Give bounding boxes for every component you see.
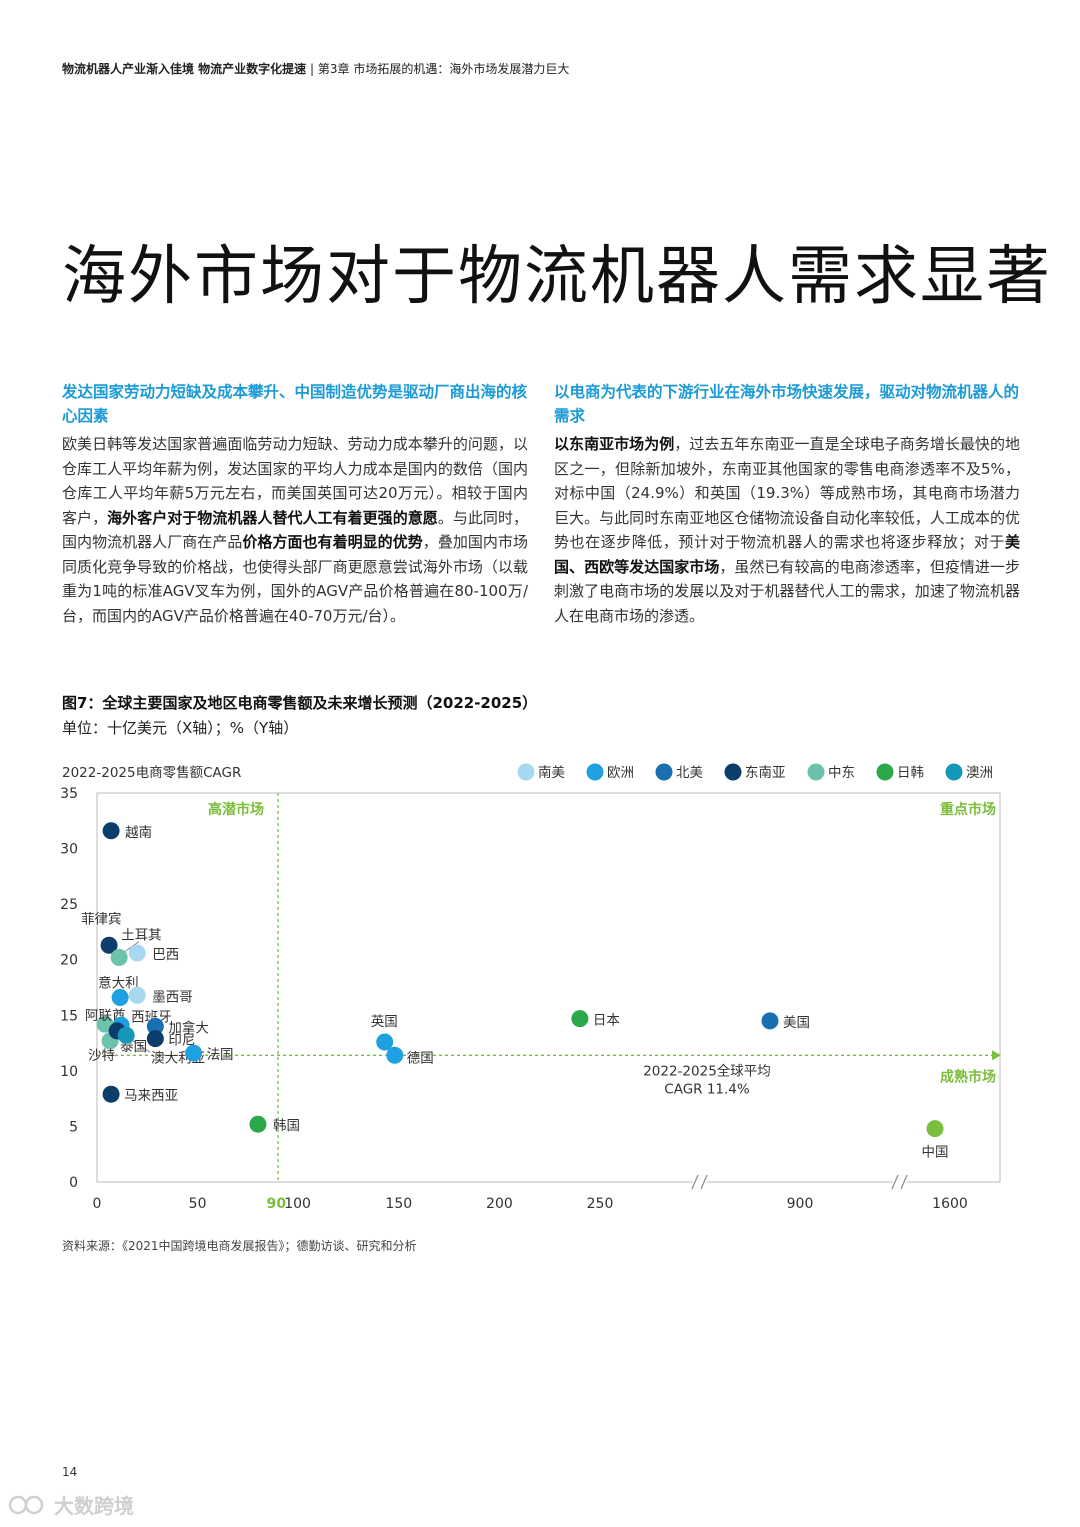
- data-point-label: 土耳其: [121, 927, 162, 943]
- data-point: [111, 989, 129, 1007]
- right-paragraph: 以东南亚市场为例，过去五年东南亚一直是全球电子商务增长最快的地区之一，但除新加坡…: [554, 435, 1020, 625]
- x-tick-label: 900: [787, 1196, 814, 1212]
- watermark: 大数跨境: [8, 1490, 134, 1519]
- running-header: 物流机器人产业渐入佳境 物流产业数字化提速 | 第3章 市场拓展的机遇：海外市场…: [62, 60, 569, 77]
- data-point-label: 意大利: [98, 975, 139, 992]
- quadrant-key: 重点市场: [940, 801, 996, 818]
- average-arrow-icon: [992, 1050, 1001, 1061]
- right-column: 以电商为代表的下游行业在海外市场快速发展，驱动对物流机器人的需求 以东南亚市场为…: [554, 380, 1020, 628]
- legend-marker-2: [655, 763, 673, 781]
- data-point-label: 中国: [922, 1145, 949, 1161]
- data-point: [249, 1115, 267, 1133]
- chapter-title: 第3章 市场拓展的机遇：海外市场发展潜力巨大: [317, 62, 570, 76]
- legend-label-5: 日韩: [897, 765, 924, 781]
- axis-break-mark-1: [891, 1174, 899, 1190]
- data-point-label: 韩国: [273, 1118, 300, 1134]
- y-tick-label: 35: [60, 786, 78, 802]
- y-tick-label: 5: [69, 1119, 78, 1135]
- data-point-label: 菲律宾: [81, 911, 122, 927]
- figure-title: 图7：全球主要国家及地区电商零售额及未来增长预测（2022-2025）: [62, 694, 538, 712]
- quadrant-high-potential: 高潜市场: [208, 801, 264, 818]
- data-point: [146, 1017, 164, 1035]
- data-point: [102, 1085, 120, 1103]
- data-point-label: 巴西: [152, 947, 179, 963]
- data-point-label: 法国: [207, 1047, 234, 1063]
- left-paragraph: 欧美日韩等发达国家普遍面临劳动力短缺、劳动力成本攀升的问题，以仓库工人平均年薪为…: [62, 435, 528, 625]
- data-point: [128, 986, 146, 1004]
- watermark-text: 大数跨境: [54, 1494, 134, 1518]
- legend-label-3: 东南亚: [745, 765, 786, 781]
- legend-label-0: 南美: [538, 765, 565, 781]
- figure-unit: 单位：十亿美元（X轴）；%（Y轴）: [62, 719, 299, 737]
- data-point-label: 美国: [783, 1015, 810, 1031]
- legend-marker-1: [586, 763, 604, 781]
- data-point: [100, 936, 118, 954]
- x-tick-label: 100: [284, 1196, 311, 1212]
- data-point-label: 德国: [407, 1050, 434, 1066]
- page-number: 14: [62, 1465, 78, 1479]
- data-point-label: 英国: [371, 1013, 398, 1030]
- legend-marker-0: [517, 763, 535, 781]
- data-point-label: 日本: [593, 1013, 621, 1029]
- y-tick-label: 10: [60, 1064, 78, 1080]
- quadrant-mature: 成熟市场: [940, 1068, 996, 1085]
- legend-marker-3: [724, 763, 742, 781]
- legend-marker-4: [807, 763, 825, 781]
- data-point: [102, 822, 120, 840]
- source-note: 资料来源：《2021中国跨境电商发展报告》；德勤访谈、研究和分析: [62, 1239, 417, 1253]
- leader-line: [131, 1039, 151, 1053]
- x-tick-label: 0: [93, 1196, 102, 1212]
- x-tick-label: 150: [385, 1196, 412, 1212]
- y-axis-label: 2022-2025电商零售额CAGR: [62, 765, 241, 781]
- average-label-2: CAGR 11.4%: [664, 1081, 750, 1097]
- axis-break-mark-0: [691, 1174, 699, 1190]
- data-point-label: 沙特: [88, 1048, 115, 1064]
- right-heading: 以电商为代表的下游行业在海外市场快速发展，驱动对物流机器人的需求: [554, 383, 1020, 425]
- x-tick-label: 250: [587, 1196, 614, 1212]
- y-tick-label: 30: [60, 842, 78, 858]
- data-point-label: 加拿大: [168, 1019, 209, 1036]
- axis-break-mark-0: [700, 1174, 708, 1190]
- data-point: [386, 1046, 404, 1064]
- page-title: 海外市场对于物流机器人需求显著: [62, 240, 1052, 314]
- legend-label-6: 澳洲: [966, 765, 993, 781]
- watermark-logo-icon: [8, 1495, 44, 1514]
- data-point: [110, 948, 128, 966]
- data-point: [146, 1030, 164, 1048]
- report-title: 物流机器人产业渐入佳境 物流产业数字化提速: [62, 62, 307, 76]
- x-tick-label: 200: [486, 1196, 513, 1212]
- left-column: 发达国家劳动力短缺及成本攀升、中国制造优势是驱动厂商出海的核心因素 欧美日韩等发…: [62, 380, 528, 628]
- legend-marker-6: [945, 763, 963, 781]
- scatter-chart: 2022-2025电商零售额CAGR 南美 欧洲 北美 东南亚 中东 日韩 澳洲 0 5 10 15 2…: [60, 763, 1001, 1212]
- left-heading: 发达国家劳动力短缺及成本攀升、中国制造优势是驱动厂商出海的核心因素: [62, 383, 528, 425]
- y-tick-label: 20: [60, 953, 78, 969]
- y-tick-label: 15: [60, 1008, 78, 1024]
- x-tick-label: 50: [189, 1196, 207, 1212]
- data-point: [117, 1026, 135, 1044]
- data-point-label: 印尼: [168, 1033, 195, 1049]
- data-point: [128, 944, 146, 962]
- data-point: [571, 1010, 589, 1028]
- y-tick-label: 25: [60, 897, 78, 913]
- x-tick-label: 90: [267, 1196, 287, 1212]
- plot-frame: [96, 792, 1001, 1183]
- legend-label-1: 欧洲: [607, 765, 634, 781]
- y-tick-label: 0: [69, 1175, 78, 1191]
- x-tick-label: 1600: [932, 1196, 968, 1212]
- header-separator: |: [310, 62, 315, 76]
- axis-break-mark-1: [900, 1174, 908, 1190]
- data-point: [761, 1012, 779, 1030]
- legend-label-2: 北美: [676, 765, 703, 781]
- data-point-label: 越南: [125, 825, 152, 841]
- data-point: [376, 1033, 394, 1051]
- legend-marker-5: [876, 763, 894, 781]
- legend-label-4: 中东: [828, 765, 855, 781]
- data-point-label: 马来西亚: [124, 1088, 178, 1104]
- data-point: [926, 1120, 944, 1138]
- average-label-1: 2022-2025全球平均: [643, 1062, 771, 1079]
- data-point: [185, 1044, 203, 1062]
- data-point-label: 墨西哥: [152, 989, 193, 1005]
